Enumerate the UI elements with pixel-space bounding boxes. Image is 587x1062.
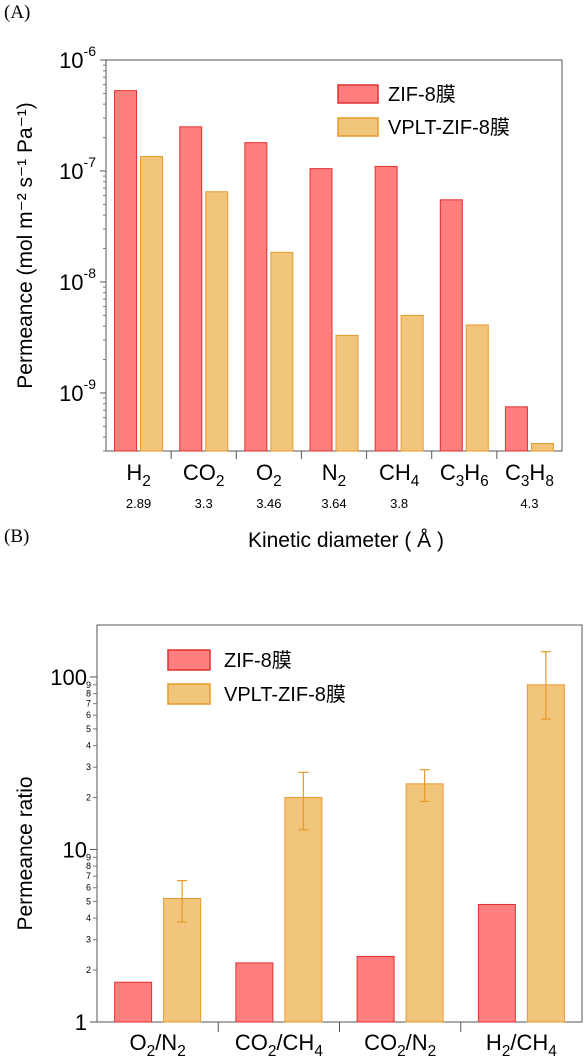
y-tick-label: 100 (50, 665, 87, 690)
y-minor-tick-label: 7 (86, 699, 91, 709)
x-category-label: C3​H8​ (505, 460, 554, 490)
y-minor-tick-label: 8 (86, 689, 91, 699)
y-minor-tick-label: 8 (86, 861, 91, 871)
kinetic-diameter-label: 3.8 (390, 496, 408, 511)
bar-zif8 (439, 199, 463, 452)
bar-zif8 (374, 165, 398, 452)
bar-vplt-zif8 (465, 324, 489, 452)
bar-zif8 (356, 955, 395, 1023)
bar-vplt-zif8 (205, 191, 229, 452)
y-minor-tick-label: 3 (86, 935, 91, 945)
x-category-label: N2​ (322, 460, 346, 490)
bar-vplt-zif8 (270, 251, 294, 452)
kinetic-diameter-label: 3.46 (256, 496, 281, 511)
y-tick-label: 10-6 (59, 43, 96, 73)
legend-label: ZIF-8膜 (388, 83, 456, 106)
bar-zif8 (179, 126, 203, 452)
legend-swatch (337, 117, 379, 137)
legend-label: VPLT-ZIF-8膜 (388, 116, 510, 139)
y-minor-tick-label: 9 (86, 852, 91, 862)
bar-vplt-zif8 (526, 684, 565, 1023)
panel-a-label: (A) (4, 2, 31, 23)
bar-zif8 (114, 981, 153, 1023)
x-category-label: H2​ (126, 460, 150, 490)
y-tick-label: 10 (63, 837, 87, 862)
kinetic-diameter-label: 3.64 (321, 496, 346, 511)
y-axis-title: Permeance (mol m⁻² s⁻¹ Pa⁻¹) (14, 102, 37, 388)
y-minor-tick-label: 3 (86, 762, 91, 772)
bar-zif8 (477, 903, 516, 1023)
kinetic-diameter-label: 4.3 (520, 496, 538, 511)
x-category-label: O2​ (256, 460, 282, 490)
y-minor-tick-label: 5 (86, 724, 91, 734)
plot-frame (105, 59, 563, 452)
y-minor-tick-label: 7 (86, 871, 91, 881)
y-minor-tick-label: 2 (86, 793, 91, 803)
bar-zif8 (504, 406, 528, 452)
bar-vplt-zif8 (335, 334, 359, 452)
bar-vplt-zif8 (400, 314, 424, 452)
bar-vplt-zif8 (530, 443, 554, 452)
legend-label: ZIF-8膜 (224, 649, 292, 672)
bar-vplt-zif8 (284, 797, 323, 1023)
y-minor-tick-label: 4 (86, 913, 91, 923)
x-category-label: C3​H6​ (440, 460, 489, 490)
bar-vplt-zif8 (140, 156, 164, 452)
y-minor-tick-label: 2 (86, 965, 91, 975)
bar-vplt-zif8 (405, 783, 444, 1023)
legend-swatch (167, 683, 211, 705)
y-minor-tick-label: 4 (86, 741, 91, 751)
bar-zif8 (114, 90, 138, 452)
bar-zif8 (235, 962, 274, 1023)
legend-swatch (337, 84, 379, 104)
y-axis-title: Permeance ratio (14, 776, 37, 930)
y-tick-label: 10-9 (59, 376, 96, 406)
x-category-label: CO2​/CH4​ (235, 1030, 323, 1060)
y-tick-label: 1 (75, 1010, 87, 1035)
legend-label: VPLT-ZIF-8膜 (224, 683, 346, 706)
x-category-label: O2​/N2​ (130, 1030, 186, 1060)
bar-zif8 (244, 142, 268, 452)
legend-swatch (167, 649, 211, 671)
y-tick-label: 10-7 (59, 154, 96, 184)
y-tick-label: 10-8 (59, 265, 96, 295)
x-category-label: CH4​ (379, 460, 420, 490)
x-category-label: CO2​/N2​ (364, 1030, 436, 1060)
y-minor-tick-label: 9 (86, 680, 91, 690)
y-minor-tick-label: 6 (86, 883, 91, 893)
kinetic-diameter-label: 3.3 (195, 496, 213, 511)
bar-zif8 (309, 168, 333, 452)
panel-b-label: (B) (4, 526, 30, 547)
x-category-label: CO2​ (183, 460, 225, 490)
y-minor-tick-label: 5 (86, 896, 91, 906)
y-minor-tick-label: 6 (86, 710, 91, 720)
x-axis-title: Kinetic diameter ( Å ) (248, 529, 444, 552)
kinetic-diameter-label: 2.89 (126, 496, 151, 511)
x-category-label: H2​/CH4​ (486, 1030, 557, 1060)
